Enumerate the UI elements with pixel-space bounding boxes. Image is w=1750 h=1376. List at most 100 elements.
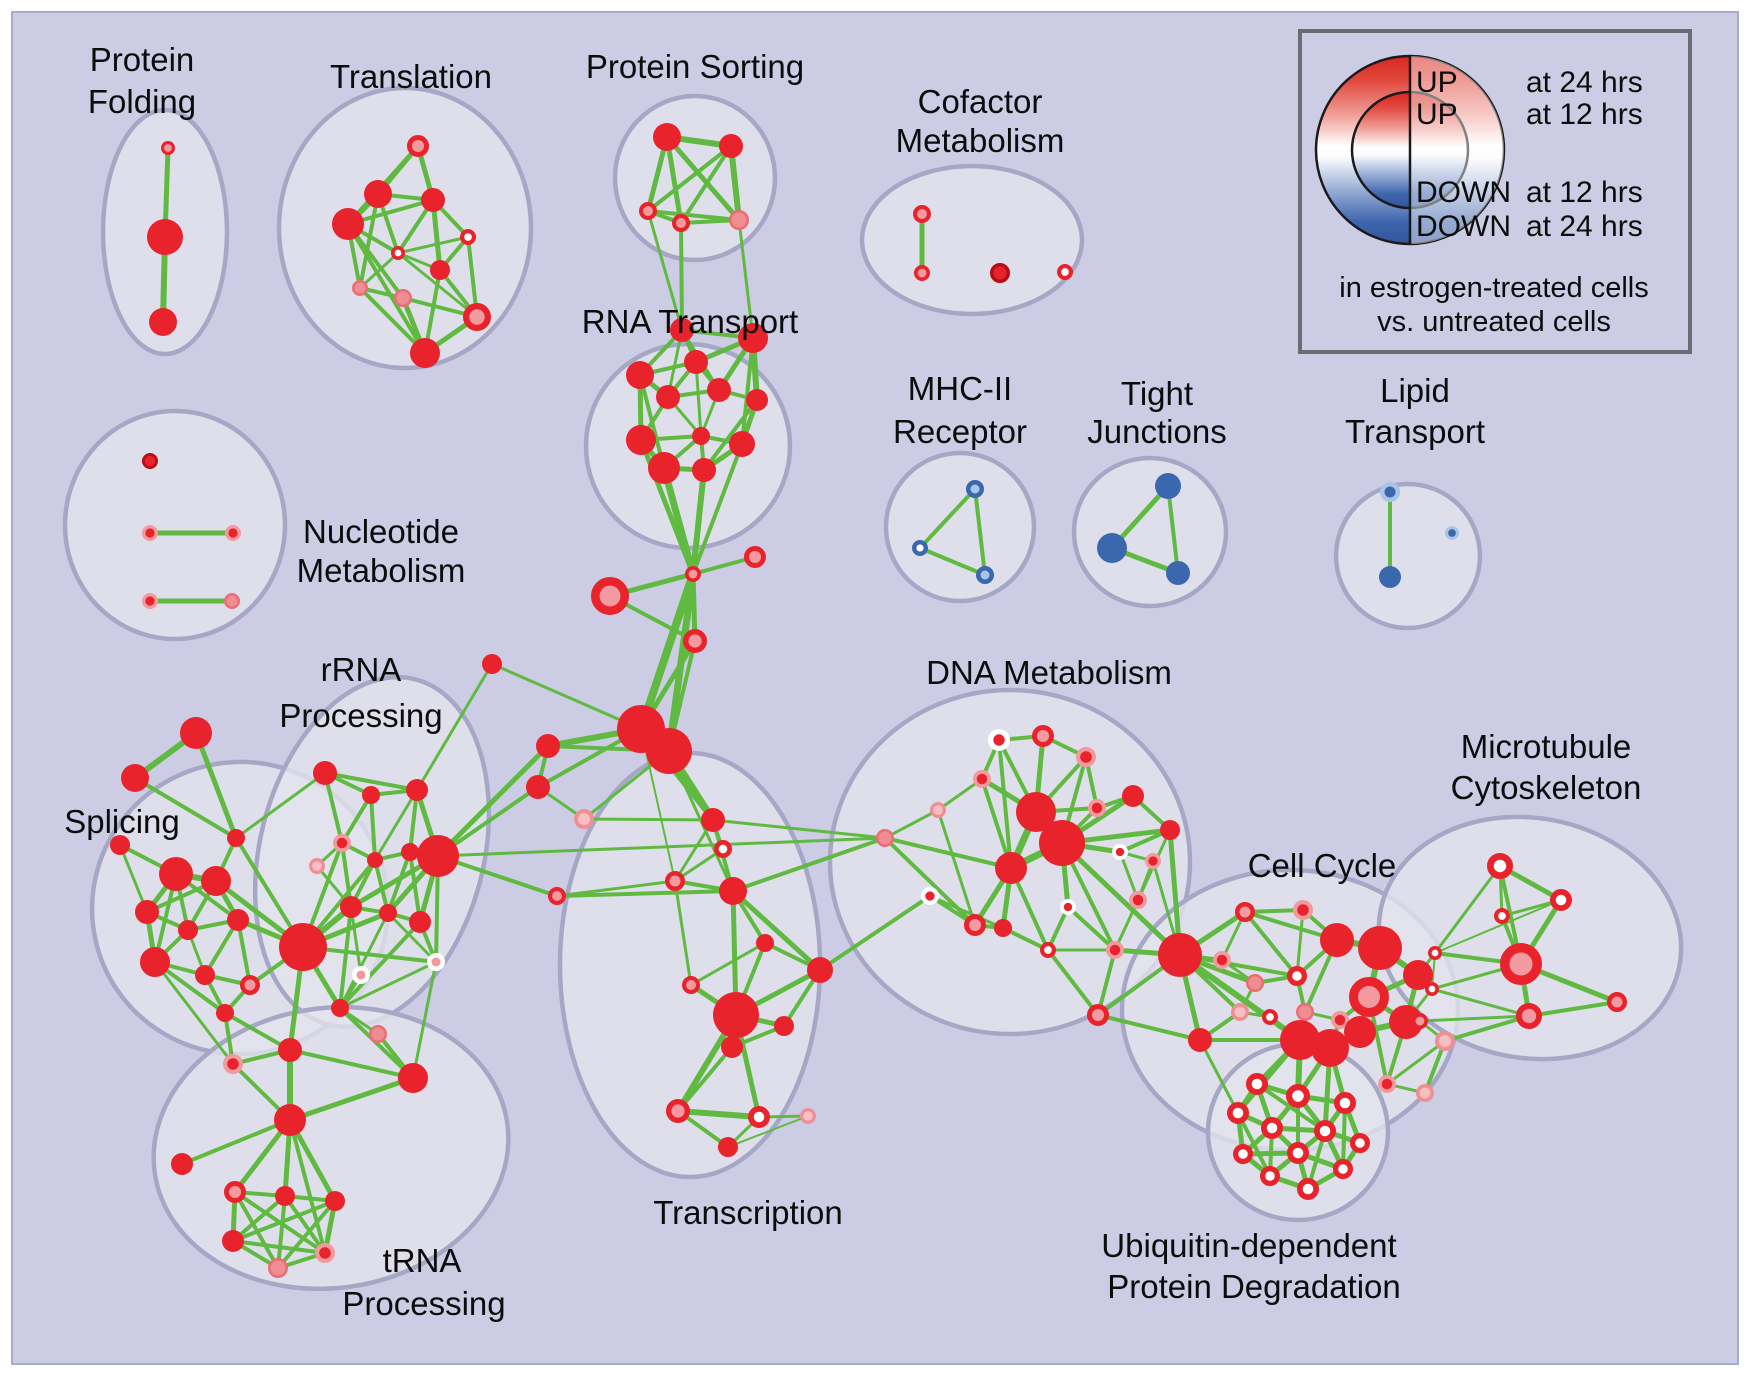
node-cc14 [1280,1020,1320,1060]
edge [694,360,703,438]
module-ellipse-nucleotide-metabolism [62,408,288,642]
node-mh0 [966,480,984,498]
node-dn15 [994,919,1012,937]
module-label-trna-processing-line0: tRNA [383,1242,462,1279]
edge [1243,910,1299,978]
edge [118,843,149,914]
node-t8 [682,976,701,995]
edge [369,793,377,862]
edge [731,836,887,893]
edge [358,192,380,290]
edge [727,1115,809,1148]
node-nu0 [142,452,159,469]
edge [1066,905,1117,952]
edge [338,960,438,1010]
module-label-cofactor-metabolism-line1: Metabolism [896,122,1065,159]
node-rt11 [692,458,716,482]
legend-time-3: at 24 hrs [1526,210,1643,243]
edge [223,1011,292,1052]
edge [737,218,755,340]
module-ellipse-protein-sorting [612,93,778,263]
node-u1 [1285,1083,1310,1108]
module-label-protein-folding-line1: Folding [88,83,196,120]
edge [936,808,977,927]
node-lp2 [1444,526,1459,541]
node-mt2 [1493,908,1510,925]
node-t12 [747,1105,770,1128]
node-cc5 [1358,926,1402,970]
edge [1385,1039,1447,1086]
edge [415,662,494,792]
node-mt6 [1412,1012,1429,1029]
node-u3 [1226,1101,1249,1124]
edge [349,905,363,977]
node-nu3 [141,592,158,609]
node-cc6 [1403,960,1433,990]
node-dn9 [995,852,1027,884]
node-mt0 [1487,853,1514,880]
edge [276,1199,337,1270]
node-rt5 [656,385,680,409]
edge [323,771,344,845]
legend-time-1: at 12 hrs [1526,98,1643,131]
node-t1 [714,840,733,859]
legend-key-2: DOWN [1416,176,1511,209]
edge [646,144,733,213]
node-cc16 [1344,1016,1376,1048]
node-mt3 [1499,942,1542,985]
edge [231,1199,337,1243]
edge [1433,864,1502,955]
node-rr12 [427,953,445,971]
node-st2 [227,829,245,847]
edge [236,918,252,987]
edge [818,894,932,972]
node-mt4 [1516,1002,1543,1029]
node-mt1 [1549,888,1572,911]
node-rt9 [729,431,755,457]
node-dn14 [920,886,939,905]
node-t3 [548,887,567,906]
node-cc8 [1246,974,1264,992]
edge [338,1006,415,1080]
node-dn5 [1088,799,1107,818]
module-ellipse-translation [276,85,534,371]
node-tn3 [275,1186,295,1206]
node-cc2 [1235,902,1255,922]
edge [918,487,977,550]
node-mtx0 [1427,946,1442,961]
node-t9 [774,1016,794,1036]
node-rr13 [331,999,349,1017]
legend: UP at 24 hrs UP at 12 hrs DOWN at 12 hrs DOWN a… [1298,29,1692,354]
node-t5 [756,934,774,952]
edge [1166,484,1180,575]
node-u11 [1296,1177,1319,1200]
node-rr8 [340,896,362,918]
module-label-rna-transport-line0: RNA Transport [582,303,798,340]
legend-note-line1: vs. untreated cells [1377,306,1611,338]
node-ps0 [653,123,681,151]
module-label-microtubule-cytoskeleton-line1: Cytoskeleton [1451,769,1642,806]
edge [1418,1014,1531,1023]
edge [728,143,742,223]
node-rr9 [379,904,397,922]
module-label-microtubule-cytoskeleton-line0: Microtubule [1461,728,1632,765]
legend-note-line0: in estrogen-treated cells [1339,272,1649,304]
node-lp1 [1379,566,1401,588]
node-st1 [121,764,149,792]
node-cc4 [1320,923,1354,957]
node-dn8 [1039,820,1085,866]
node-t7 [713,992,759,1038]
edge [338,911,390,1010]
edge [1198,1038,1240,1115]
node-rt3 [626,361,654,389]
edge [193,730,239,841]
edge [153,960,235,1066]
node-sp9 [278,1038,302,1062]
node-mt7 [1435,1031,1455,1051]
node-ps3 [672,213,691,232]
nodes [110,123,1627,1278]
module-label-cell-cycle-line0: Cell Cycle [1248,847,1397,884]
node-cc15 [1311,1029,1349,1067]
edge [436,836,887,858]
node-dn1 [1031,724,1054,747]
